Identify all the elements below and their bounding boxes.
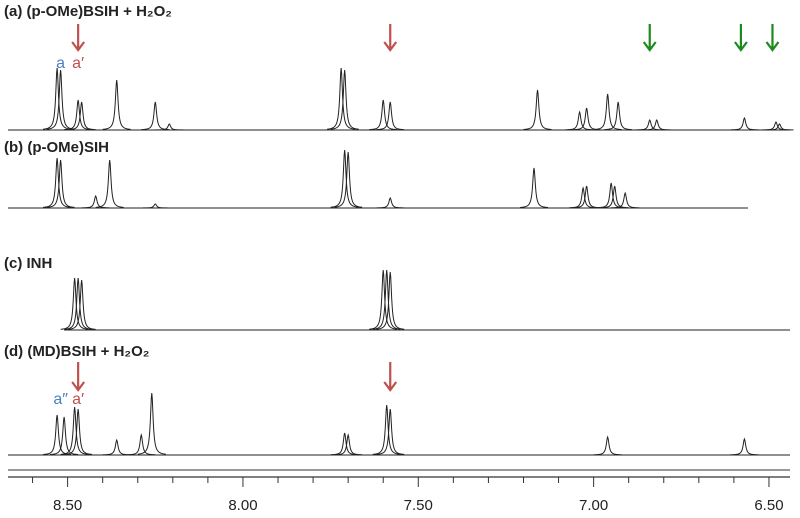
peak: [155, 123, 184, 131]
peak-label: a: [56, 55, 65, 72]
peak: [611, 191, 640, 209]
peak: [95, 159, 124, 208]
peak: [43, 157, 72, 208]
peak: [64, 408, 93, 455]
peak: [67, 279, 96, 330]
arrow: [765, 24, 780, 52]
arrow: [71, 362, 86, 392]
peak: [372, 269, 401, 330]
peak: [523, 89, 552, 130]
peak: [572, 185, 601, 209]
peak: [376, 196, 405, 209]
peak: [137, 392, 166, 455]
peak: [60, 406, 89, 455]
peak-label: a″: [53, 391, 68, 408]
spectrum-title: (d) (MD)BSIH + H₂O₂: [4, 343, 149, 360]
peak: [600, 185, 629, 209]
peak: [730, 437, 759, 456]
arrow: [71, 24, 86, 52]
peak: [330, 149, 359, 208]
x-tick-label: 7.50: [404, 497, 433, 514]
peak: [46, 69, 75, 130]
peak: [81, 194, 110, 209]
peak: [50, 416, 79, 456]
spectrum-title: (c) INH: [4, 255, 52, 272]
peak: [64, 277, 93, 330]
peak: [642, 118, 671, 131]
peak: [565, 110, 594, 131]
peak: [330, 69, 359, 130]
x-tick-label: 8.50: [53, 497, 82, 514]
peak: [593, 93, 622, 131]
peak: [102, 438, 131, 456]
peak: [43, 67, 72, 130]
peak: [43, 414, 72, 455]
peak-label: a′: [72, 55, 84, 72]
peak: [765, 123, 794, 131]
peak: [60, 277, 89, 330]
peak: [141, 203, 170, 209]
peak: [127, 433, 156, 456]
arrow: [383, 362, 398, 392]
peak: [141, 101, 170, 131]
peak: [519, 167, 549, 208]
peak: [372, 404, 401, 455]
peak: [376, 408, 405, 455]
peak: [730, 116, 759, 131]
peak: [635, 118, 664, 131]
peak: [327, 67, 356, 130]
peak: [604, 101, 633, 131]
peak: [376, 271, 405, 330]
arrow: [734, 24, 748, 52]
x-tick-label: 8.00: [228, 497, 257, 514]
arrow: [642, 24, 657, 52]
peak-label: a′: [72, 391, 84, 408]
peak: [334, 433, 363, 456]
peak: [46, 159, 75, 208]
peak: [593, 435, 622, 456]
x-tick-label: 7.00: [579, 497, 608, 514]
peak: [334, 151, 363, 208]
arrow: [383, 24, 398, 52]
spectrum-title: (b) (p-OMe)SIH: [4, 139, 109, 156]
peak: [67, 101, 96, 131]
peak: [369, 99, 398, 131]
spectrum-title: (a) (p-OMe)BSIH + H₂O₂: [4, 3, 172, 20]
peak: [376, 101, 405, 131]
peak: [369, 269, 398, 330]
x-tick-label: 6.50: [754, 497, 783, 514]
peak: [102, 79, 131, 130]
